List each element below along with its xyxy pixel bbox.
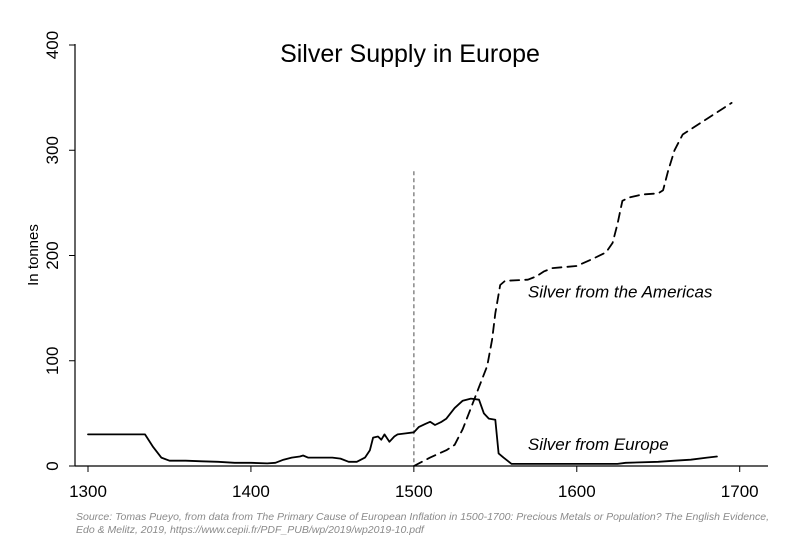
y-tick-label: 400 <box>43 31 62 59</box>
annotations: Silver from the Americas Silver from Euro… <box>528 283 713 455</box>
series-group <box>87 102 733 467</box>
y-tick-label: 100 <box>43 347 62 375</box>
series-line-americas <box>413 102 733 467</box>
y-tick-label: 200 <box>43 241 62 269</box>
source-note: Source: Tomas Pueyo, from data from The … <box>76 511 769 536</box>
x-tick-label: 1400 <box>232 482 270 501</box>
x-tick-label: 1500 <box>395 482 433 501</box>
series-line-europe <box>87 397 718 465</box>
x-tick-label: 1700 <box>721 482 759 501</box>
y-axis-title: In tonnes <box>25 224 42 286</box>
axes <box>74 44 768 467</box>
annotation-europe: Silver from Europe <box>528 435 669 454</box>
chart-title: Silver Supply in Europe <box>280 40 540 68</box>
y-tick-label: 300 <box>43 136 62 164</box>
x-tick-label: 1600 <box>558 482 596 501</box>
x-tick-label: 1300 <box>69 482 107 501</box>
ticks: 1300 1400 1500 1600 1700 0 100 200 300 400 <box>43 31 759 501</box>
annotation-americas: Silver from the Americas <box>528 283 713 302</box>
y-tick-label: 0 <box>43 461 62 470</box>
